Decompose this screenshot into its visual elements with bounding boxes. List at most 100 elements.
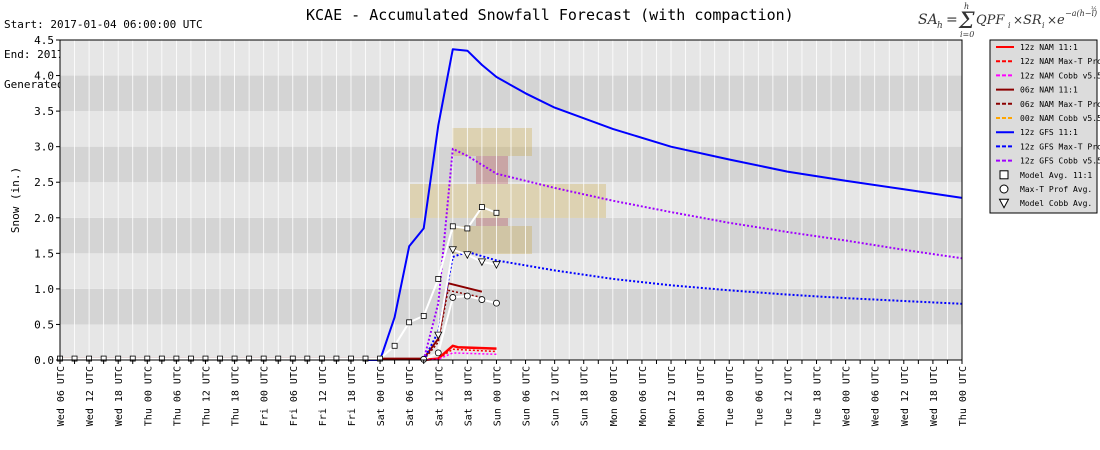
square-marker	[435, 276, 442, 282]
x-tick-label: Wed 18 UTC	[114, 366, 125, 426]
x-tick-label: Thu 18 UTC	[231, 366, 242, 426]
x-tick-label: Tue 18 UTC	[813, 366, 824, 426]
x-tick-label: Thu 00 UTC	[143, 366, 154, 426]
triangle-marker	[492, 261, 501, 270]
x-tick-label: Sun 00 UTC	[492, 366, 503, 426]
legend-label: 12z NAM Max-T Prof	[1020, 57, 1100, 66]
isu-watermark-logo	[410, 128, 606, 254]
x-tick-label: Sat 18 UTC	[463, 366, 474, 426]
legend-label: 12z GFS Max-T Prof	[1020, 142, 1100, 151]
y-tick-label: 2.0	[34, 212, 54, 225]
x-tick-label: Sat 06 UTC	[405, 366, 416, 426]
series-line	[422, 147, 963, 361]
legend-box	[989, 39, 1098, 214]
x-tick-label: Thu 06 UTC	[172, 366, 183, 426]
legend-square-marker	[999, 170, 1009, 180]
legend-label: 12z GFS Cobb v5.5	[1020, 157, 1100, 166]
circle-marker	[449, 294, 457, 301]
x-axis: Wed 06 UTC Wed 12 UTC Wed 18 UTC Thu 00 UTC…	[56, 360, 969, 426]
svg-text:i: i	[1008, 21, 1011, 30]
legend-triangle-marker	[998, 198, 1010, 209]
svg-text:i=0: i=0	[960, 30, 974, 38]
y-tick-label: 0.5	[34, 318, 54, 331]
svg-text:=: =	[946, 12, 958, 28]
triangle-marker	[463, 251, 472, 260]
legend-label: 12z NAM Cobb v5.5	[1020, 71, 1100, 80]
legend-label: Model Avg. 11:1	[1020, 171, 1092, 180]
average-markers	[57, 204, 501, 363]
y-tick-label: 4.5	[34, 34, 54, 47]
svg-text:h: h	[937, 21, 943, 31]
svg-text:Σ: Σ	[958, 9, 975, 34]
x-tick-label: Fri 18 UTC	[347, 366, 358, 426]
square-marker	[464, 225, 471, 232]
legend-label: 00z NAM Cobb v5.5	[1020, 114, 1100, 123]
circle-marker	[463, 292, 471, 300]
legend-label: 06z NAM 11:1	[1020, 86, 1078, 95]
series-line	[423, 348, 497, 361]
circle-marker	[493, 299, 500, 307]
y-axis-label: Snow (in.)	[9, 167, 22, 233]
svg-text:×: ×	[1047, 13, 1057, 27]
x-tick-label: Mon 00 UTC	[609, 366, 620, 426]
y-tick-label: 4.0	[34, 70, 54, 83]
x-tick-label: Sat 12 UTC	[434, 366, 445, 426]
x-tick-label: Mon 18 UTC	[696, 366, 707, 426]
svg-text:½: ½	[1091, 6, 1097, 13]
y-tick-label: 1.0	[34, 283, 54, 296]
square-marker	[391, 342, 398, 349]
y-tick-label: 0.0	[34, 354, 54, 367]
chart-title: KCAE - Accumulated Snowfall Forecast (wi…	[306, 6, 794, 24]
svg-text:QPF: QPF	[976, 13, 1005, 28]
x-tick-label: Thu 12 UTC	[201, 366, 212, 426]
series-line	[422, 250, 963, 361]
legend-label: Max-T Prof Avg.	[1020, 185, 1092, 194]
x-tick-label: Sun 06 UTC	[522, 366, 533, 426]
triangle-marker	[434, 331, 443, 340]
legend: 12z NAM 11:1 12z NAM Max-T Prof 12z NAM Co…	[989, 39, 1100, 214]
circle-marker	[478, 296, 486, 303]
x-gridlines	[59, 40, 963, 360]
x-tick-label: Wed 12 UTC	[900, 366, 911, 426]
formula-logo: SA h = Σ h i=0 QPF i × SR i × e −a(h−i) …	[918, 2, 1098, 39]
x-tick-label: Wed 00 UTC	[842, 366, 853, 426]
formula-graphic: SA h = Σ h i=0 QPF i × SR i × e −a(h−i) …	[918, 2, 1097, 39]
svg-text:×: ×	[1013, 13, 1023, 27]
square-marker	[406, 319, 413, 326]
x-tick-label: Fri 00 UTC	[260, 366, 271, 426]
x-tick-label: Sat 00 UTC	[376, 366, 387, 426]
x-tick-label: Sun 18 UTC	[580, 366, 591, 426]
start-time: Start: 2017-01-04 06:00:00 UTC	[4, 18, 203, 31]
svg-text:SA: SA	[918, 12, 938, 28]
svg-text:−a(h−i): −a(h−i)	[1065, 9, 1097, 18]
series-line	[365, 48, 963, 361]
square-marker	[449, 223, 456, 230]
y-tick-label: 1.5	[34, 247, 54, 260]
legend-label: 12z NAM 11:1	[1020, 43, 1078, 52]
x-tick-label: Wed 12 UTC	[85, 366, 96, 426]
legend-label: 06z NAM Max-T Prof	[1020, 100, 1100, 109]
triangle-marker	[477, 258, 487, 267]
svg-text:SR: SR	[1023, 13, 1042, 28]
svg-text:i: i	[1042, 21, 1045, 30]
series-line	[423, 352, 497, 361]
square-marker	[420, 313, 427, 319]
x-tick-label: Wed 18 UTC	[929, 366, 940, 426]
circle-marker	[434, 349, 442, 357]
x-tick-label: Wed 06 UTC	[56, 366, 67, 426]
square-marker	[493, 209, 500, 216]
x-tick-label: Tue 06 UTC	[754, 366, 765, 426]
x-tick-label: Wed 06 UTC	[871, 366, 882, 426]
svg-text:e: e	[1057, 13, 1065, 28]
svg-text:h: h	[964, 2, 969, 11]
x-tick-label: Tue 00 UTC	[725, 366, 736, 426]
triangle-marker	[448, 246, 457, 255]
x-tick-label: Thu 00 UTC	[958, 366, 969, 426]
x-tick-label: Mon 06 UTC	[638, 366, 649, 426]
square-marker	[479, 204, 485, 211]
y-tick-label: 3.5	[34, 105, 54, 118]
y-tick-label: 2.5	[34, 176, 54, 189]
x-tick-label: Mon 12 UTC	[667, 366, 678, 426]
legend-label: 12z GFS 11:1	[1020, 128, 1078, 137]
